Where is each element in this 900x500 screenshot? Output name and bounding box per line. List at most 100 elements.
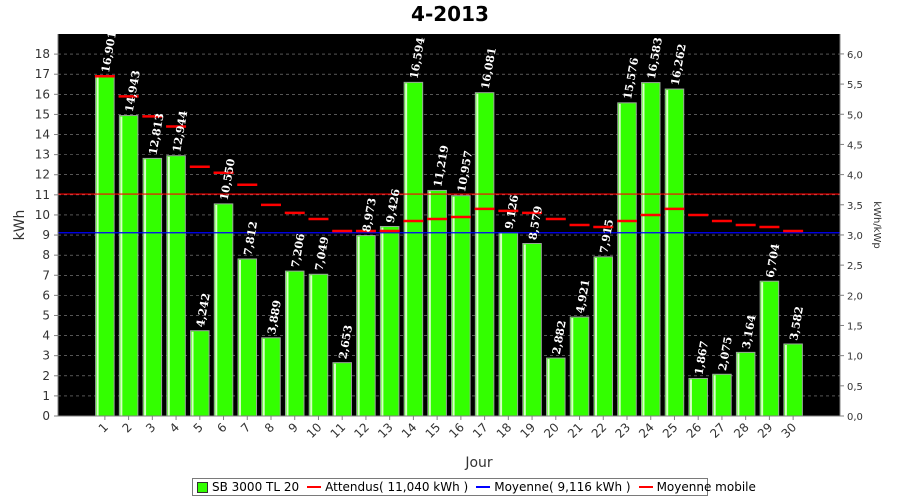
legend-item-production: SB 3000 TL 20 xyxy=(197,480,299,494)
bar-value-label: 7,915 xyxy=(597,218,616,254)
x-tick-label: 19 xyxy=(517,420,538,441)
bar-highlight xyxy=(737,353,740,416)
bar-highlight xyxy=(239,259,242,416)
bar-value-label: 3,164 xyxy=(740,313,759,350)
y2-tick-label: 1,0 xyxy=(847,352,863,363)
bar-highlight xyxy=(571,318,574,416)
legend: SB 3000 TL 20 Attendus( 11,040 kWh ) Moy… xyxy=(192,478,756,496)
bar-highlight xyxy=(144,159,147,416)
legend-label-expected: Attendus( 11,040 kWh ) xyxy=(325,480,469,494)
x-tick-label: 2 xyxy=(119,420,134,435)
y-tick-label: 5 xyxy=(42,308,50,322)
legend-label-moving-average: Moyenne mobile xyxy=(656,480,756,494)
x-axis-label: Jour xyxy=(464,455,493,471)
x-tick-label: 15 xyxy=(423,420,444,441)
bar-value-label: 7,812 xyxy=(241,220,260,256)
x-tick-label: 10 xyxy=(304,420,325,441)
y-axis-label: kWh xyxy=(12,210,28,241)
x-tick-label: 22 xyxy=(589,420,610,441)
y2-tick-label: 0,5 xyxy=(847,382,863,393)
x-tick-label: 13 xyxy=(375,420,396,441)
x-tick-label: 3 xyxy=(143,420,158,435)
y-tick-label: 6 xyxy=(42,288,50,302)
bar-highlight xyxy=(642,83,645,416)
y2-tick-label: 6,0 xyxy=(847,50,863,61)
y2-tick-label: 2,5 xyxy=(847,261,863,272)
y-tick-label: 7 xyxy=(42,268,50,282)
bar-value-label: 6,704 xyxy=(764,242,783,279)
bar-highlight xyxy=(500,233,503,416)
legend-item-average: Moyenne( 9,116 kWh ) xyxy=(476,480,631,494)
y-tick-label: 1 xyxy=(42,389,50,403)
bar-value-label: 3,582 xyxy=(787,305,806,341)
bar-highlight xyxy=(618,103,621,416)
bar-highlight xyxy=(215,204,218,416)
y2-tick-label: 0,0 xyxy=(847,412,863,423)
bar-highlight xyxy=(120,116,123,417)
y2-tick-label: 5,0 xyxy=(847,110,863,121)
x-tick-label: 1 xyxy=(96,420,111,435)
legend-label-production: SB 3000 TL 20 xyxy=(212,480,300,494)
x-tick-label: 8 xyxy=(262,420,277,435)
bar-highlight xyxy=(167,156,170,416)
bar-highlight xyxy=(689,379,692,416)
bar-value-label: 9,126 xyxy=(502,194,521,231)
y-tick-label: 17 xyxy=(35,67,50,81)
legend-swatch-average xyxy=(476,486,491,488)
y-tick-label: 2 xyxy=(42,369,50,383)
bar-highlight xyxy=(357,236,360,416)
x-tick-label: 27 xyxy=(707,420,728,441)
bar-value-label: 4,242 xyxy=(194,292,213,328)
bar-value-label: 8,579 xyxy=(526,205,545,241)
bar-value-label: 7,049 xyxy=(313,236,332,272)
y2-tick-label: 4,0 xyxy=(847,171,863,182)
y2-axis-label: kWh/kWp xyxy=(871,201,882,248)
bar-highlight xyxy=(191,331,194,416)
x-tick-label: 21 xyxy=(565,420,586,441)
bar-value-label: 8,973 xyxy=(360,197,379,233)
bar-value-label: 2,882 xyxy=(550,319,569,355)
y2-tick-label: 4,5 xyxy=(847,140,863,151)
x-tick-label: 4 xyxy=(167,420,182,435)
bar-value-label: 3,889 xyxy=(265,299,284,335)
y-tick-label: 10 xyxy=(35,208,50,222)
x-tick-label: 20 xyxy=(541,420,562,441)
y2-tick-label: 5,5 xyxy=(847,80,863,91)
y2-tick-label: 2,0 xyxy=(847,291,863,302)
bar-highlight xyxy=(784,344,787,416)
y-tick-label: 16 xyxy=(35,87,50,101)
x-tick-label: 6 xyxy=(214,420,229,435)
bar-highlight xyxy=(761,282,764,416)
bar-highlight xyxy=(523,244,526,416)
chart-title: 4-2013 xyxy=(411,2,489,26)
bar-highlight xyxy=(333,363,336,416)
bar-highlight xyxy=(428,191,431,416)
bar-highlight xyxy=(381,227,384,416)
x-tick-label: 24 xyxy=(636,420,657,441)
y-tick-label: 18 xyxy=(35,47,50,61)
y2-tick-label: 3,0 xyxy=(847,231,863,242)
y-tick-label: 3 xyxy=(42,349,50,363)
bar-value-label: 7,206 xyxy=(289,232,308,269)
legend-label-average: Moyenne( 9,116 kWh ) xyxy=(494,480,631,494)
bar-highlight xyxy=(262,338,265,416)
x-tick-label: 29 xyxy=(755,420,776,441)
x-tick-label: 14 xyxy=(399,420,420,441)
bar-highlight xyxy=(452,196,455,416)
bar-value-label: 2,653 xyxy=(336,324,355,360)
x-tick-label: 9 xyxy=(286,420,301,435)
bar-value-label: 2,075 xyxy=(716,336,735,372)
x-tick-label: 28 xyxy=(731,420,752,441)
bar-highlight xyxy=(476,93,479,417)
x-tick-label: 11 xyxy=(328,420,349,441)
bar-highlight xyxy=(96,77,99,416)
y-tick-label: 9 xyxy=(42,228,50,242)
x-tick-label: 26 xyxy=(684,420,705,441)
legend-swatch-production xyxy=(197,481,208,493)
y-tick-label: 14 xyxy=(35,128,50,142)
x-tick-label: 5 xyxy=(191,420,206,435)
y-tick-label: 15 xyxy=(35,107,50,121)
bar-highlight xyxy=(405,83,408,416)
y-tick-label: 13 xyxy=(35,148,50,162)
